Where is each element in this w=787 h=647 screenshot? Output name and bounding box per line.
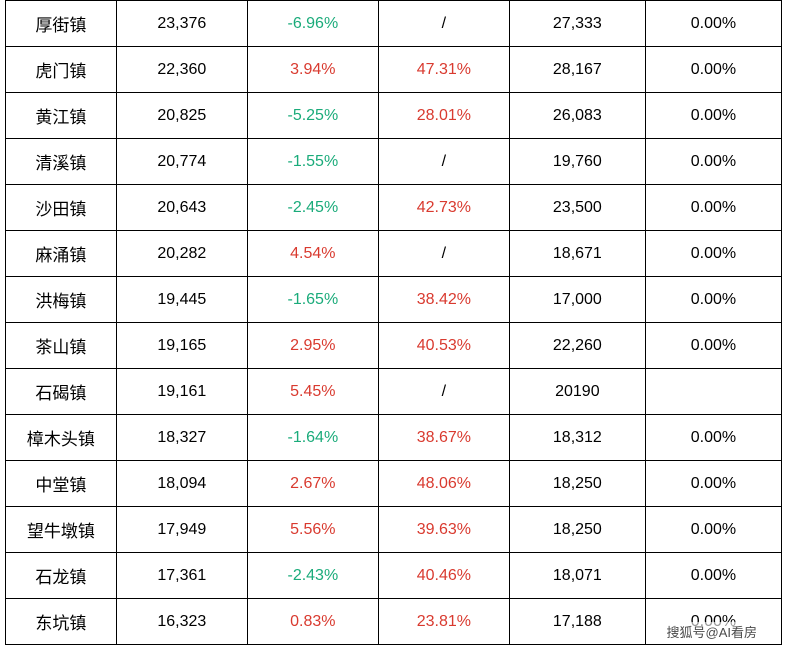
- table-row: 清溪镇20,774-1.55%/19,7600.00%: [6, 139, 782, 185]
- table-cell: 18,071: [509, 553, 645, 599]
- table-cell: -5.25%: [247, 93, 378, 139]
- table-cell: 38.67%: [378, 415, 509, 461]
- table-cell: 0.00%: [645, 47, 781, 93]
- table-cell: 19,165: [116, 323, 247, 369]
- table-row: 望牛墩镇17,9495.56%39.63%18,2500.00%: [6, 507, 782, 553]
- table-cell: 18,250: [509, 507, 645, 553]
- table-cell: 18,671: [509, 231, 645, 277]
- table-row: 麻涌镇20,2824.54%/18,6710.00%: [6, 231, 782, 277]
- table-cell: 0.00%: [645, 323, 781, 369]
- table-row: 石龙镇17,361-2.43%40.46%18,0710.00%: [6, 553, 782, 599]
- table-cell: 20,282: [116, 231, 247, 277]
- table-row: 虎门镇22,3603.94%47.31%28,1670.00%: [6, 47, 782, 93]
- table-cell: 28,167: [509, 47, 645, 93]
- table-cell: 26,083: [509, 93, 645, 139]
- table-cell: 0.00%: [645, 461, 781, 507]
- table-cell: 望牛墩镇: [6, 507, 117, 553]
- table-cell: 0.00%: [645, 185, 781, 231]
- table-row: 樟木头镇18,327-1.64%38.67%18,3120.00%: [6, 415, 782, 461]
- table-cell: 38.42%: [378, 277, 509, 323]
- table-cell: -2.45%: [247, 185, 378, 231]
- table-cell: 22,260: [509, 323, 645, 369]
- table-cell: 0.00%: [645, 507, 781, 553]
- table-cell: 19,445: [116, 277, 247, 323]
- table-cell: -6.96%: [247, 1, 378, 47]
- table-cell: 28.01%: [378, 93, 509, 139]
- table-cell: 沙田镇: [6, 185, 117, 231]
- table-cell: 麻涌镇: [6, 231, 117, 277]
- table-cell: 23,500: [509, 185, 645, 231]
- table-cell: 19,760: [509, 139, 645, 185]
- table-cell: 0.83%: [247, 599, 378, 645]
- table-cell: /: [378, 139, 509, 185]
- table-cell: 20,774: [116, 139, 247, 185]
- table-cell: /: [378, 1, 509, 47]
- table-cell: 18,094: [116, 461, 247, 507]
- table-cell: 0.00%: [645, 277, 781, 323]
- table-cell: 清溪镇: [6, 139, 117, 185]
- table-cell: 茶山镇: [6, 323, 117, 369]
- table-cell: 42.73%: [378, 185, 509, 231]
- table-cell: 47.31%: [378, 47, 509, 93]
- table-cell: -2.43%: [247, 553, 378, 599]
- table-cell: 40.46%: [378, 553, 509, 599]
- table-cell: 17,949: [116, 507, 247, 553]
- table-cell: 20,825: [116, 93, 247, 139]
- table-cell: 石龙镇: [6, 553, 117, 599]
- table-cell: 洪梅镇: [6, 277, 117, 323]
- table-cell: 17,188: [509, 599, 645, 645]
- table-cell: [645, 369, 781, 415]
- table-cell: 20,643: [116, 185, 247, 231]
- table-cell: 23.81%: [378, 599, 509, 645]
- table-cell: 40.53%: [378, 323, 509, 369]
- table-cell: 樟木头镇: [6, 415, 117, 461]
- table-row: 厚街镇23,376-6.96%/27,3330.00%: [6, 1, 782, 47]
- table-cell: /: [378, 369, 509, 415]
- table-cell: 18,250: [509, 461, 645, 507]
- table-cell: 0.00%: [645, 1, 781, 47]
- table-cell: 0.00%: [645, 553, 781, 599]
- table-cell: 17,361: [116, 553, 247, 599]
- table-cell: 0.00%: [645, 231, 781, 277]
- table-cell: 18,312: [509, 415, 645, 461]
- table-cell: 20190: [509, 369, 645, 415]
- table-cell: 东坑镇: [6, 599, 117, 645]
- table-cell: 48.06%: [378, 461, 509, 507]
- table-cell: 18,327: [116, 415, 247, 461]
- table-cell: 39.63%: [378, 507, 509, 553]
- table-cell: 17,000: [509, 277, 645, 323]
- table-cell: /: [378, 231, 509, 277]
- table-cell: 0.00%: [645, 139, 781, 185]
- table-cell: 5.56%: [247, 507, 378, 553]
- table-cell: 厚街镇: [6, 1, 117, 47]
- table-cell: -1.55%: [247, 139, 378, 185]
- table-row: 沙田镇20,643-2.45%42.73%23,5000.00%: [6, 185, 782, 231]
- table-row: 中堂镇18,0942.67%48.06%18,2500.00%: [6, 461, 782, 507]
- table-cell: 3.94%: [247, 47, 378, 93]
- table-cell: 虎门镇: [6, 47, 117, 93]
- table-cell: 27,333: [509, 1, 645, 47]
- table-cell: 23,376: [116, 1, 247, 47]
- table-row: 黄江镇20,825-5.25%28.01%26,0830.00%: [6, 93, 782, 139]
- table-cell: 5.45%: [247, 369, 378, 415]
- price-table: 厚街镇23,376-6.96%/27,3330.00%虎门镇22,3603.94…: [5, 0, 782, 645]
- table-cell: 黄江镇: [6, 93, 117, 139]
- table-cell: 0.00%: [645, 415, 781, 461]
- table-cell: -1.64%: [247, 415, 378, 461]
- table-cell: 16,323: [116, 599, 247, 645]
- table-row: 洪梅镇19,445-1.65%38.42%17,0000.00%: [6, 277, 782, 323]
- table-cell: 2.67%: [247, 461, 378, 507]
- table-row: 茶山镇19,1652.95%40.53%22,2600.00%: [6, 323, 782, 369]
- table-cell: 2.95%: [247, 323, 378, 369]
- table-cell: 中堂镇: [6, 461, 117, 507]
- table-cell: 4.54%: [247, 231, 378, 277]
- table-cell: 19,161: [116, 369, 247, 415]
- table-cell: 0.00%: [645, 93, 781, 139]
- watermark-text: 搜狐号@AI看房: [665, 622, 759, 641]
- table-cell: -1.65%: [247, 277, 378, 323]
- table-cell: 22,360: [116, 47, 247, 93]
- table-cell: 石碣镇: [6, 369, 117, 415]
- table-row: 石碣镇19,1615.45%/20190: [6, 369, 782, 415]
